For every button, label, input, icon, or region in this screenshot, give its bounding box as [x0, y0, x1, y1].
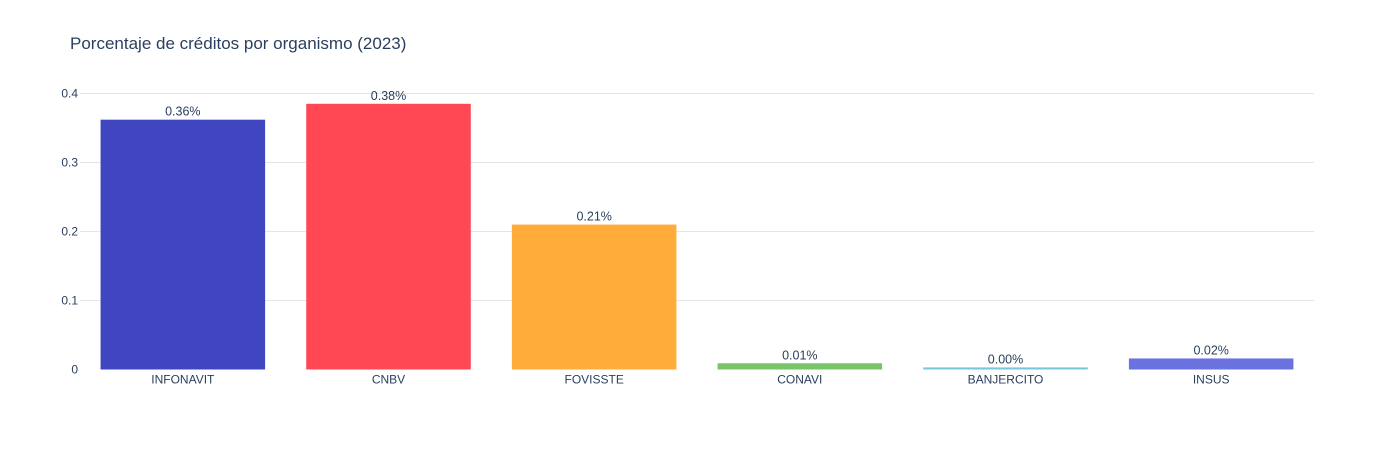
data-label: 0.21%: [576, 210, 611, 224]
data-label: 0.38%: [371, 89, 406, 103]
bar-insus[interactable]: [1128, 358, 1294, 370]
y-tick-label: 0.4: [61, 86, 78, 100]
data-label: 0.00%: [988, 352, 1023, 366]
data-label: 0.36%: [165, 105, 200, 119]
bar-infonavit[interactable]: [100, 119, 266, 370]
y-tick-label: 0.1: [61, 293, 78, 307]
data-label: 0.02%: [1193, 343, 1228, 357]
x-tick-label: FOVISSTE: [564, 373, 623, 387]
bar-fovisste[interactable]: [511, 224, 677, 370]
bar-banjercito[interactable]: [923, 367, 1088, 370]
x-tick-label: INSUS: [1193, 373, 1230, 387]
y-tick-label: 0.3: [61, 155, 78, 169]
x-tick-label: CONAVI: [777, 373, 822, 387]
bar-cnbv[interactable]: [306, 103, 471, 370]
chart-title: Porcentaje de créditos por organismo (20…: [70, 34, 407, 53]
x-tick-label: BANJERCITO: [968, 373, 1044, 387]
data-label: 0.01%: [782, 348, 817, 362]
y-tick-label: 0.2: [61, 224, 78, 238]
x-tick-label: INFONAVIT: [151, 373, 215, 387]
x-tick-label: CNBV: [372, 373, 405, 387]
bar-conavi[interactable]: [717, 363, 883, 370]
y-tick-label: 0: [71, 363, 78, 377]
